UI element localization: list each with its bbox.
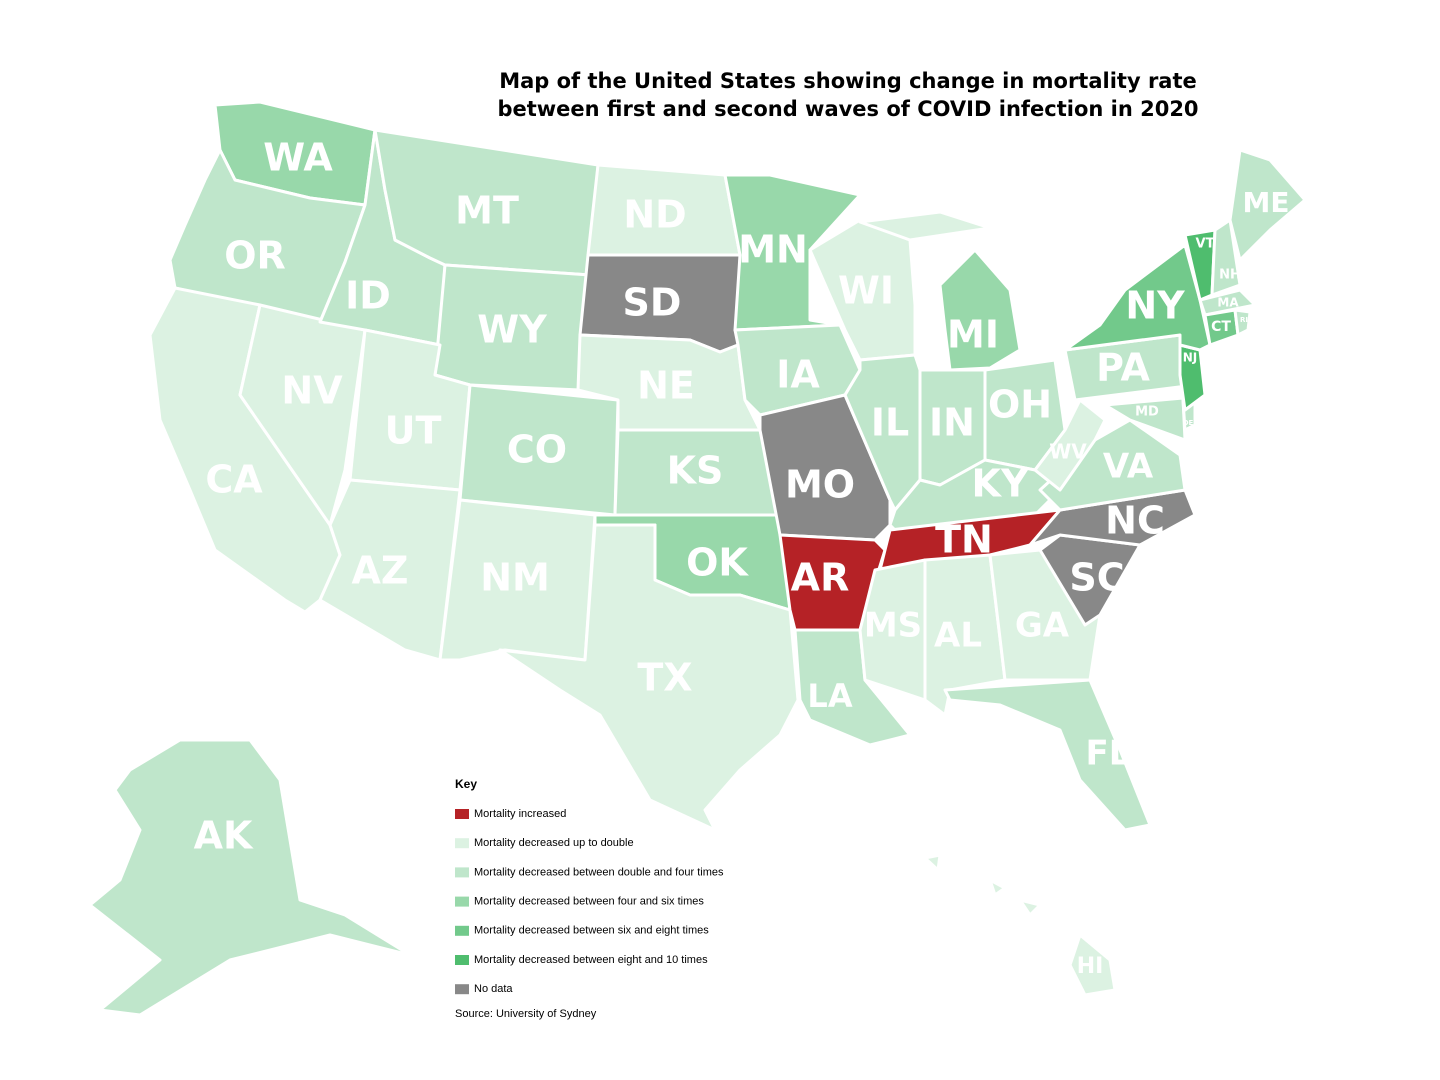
state-label: ND [623,193,686,237]
state-label: OH [988,383,1052,427]
states [88,100,1307,1017]
state-label: AR [791,556,850,600]
state-label: ME [1243,186,1290,219]
legend-swatch [455,896,469,907]
state [1233,308,1252,337]
state [988,878,1007,897]
state-label: LA [807,677,852,715]
state-label: MO [785,463,855,507]
state-label: AK [194,814,254,858]
legend-swatch [455,809,469,819]
state-label: FL [1086,734,1131,774]
state-label: MI [947,313,999,357]
state-label: KS [667,449,724,493]
legend-title: Key [455,777,477,791]
legend-swatch [455,984,469,995]
state [1103,396,1187,442]
state [498,523,800,832]
legend-label: No data [474,983,513,995]
state-label: MS [864,606,922,646]
legend-label: Mortality decreased up to double [474,837,634,849]
state-label: TN [935,518,993,562]
state-label: VT [1196,237,1215,252]
state-label: ID [345,274,391,318]
legend-label: Mortality decreased between double and f… [474,866,724,878]
state-label: IL [871,401,909,445]
state-label: DE [1183,419,1194,427]
state-label: AZ [352,549,409,593]
legend: Mortality increased Mortality decreased u… [455,808,724,995]
state-label: WY [477,308,547,352]
state-label: NH [1219,268,1241,283]
state-label: PA [1096,346,1150,390]
legend-swatch [455,838,469,849]
state [1033,398,1107,492]
state-label: WI [838,269,894,313]
state-label: OR [224,234,286,278]
state-label: IN [929,401,975,445]
state [1210,218,1242,297]
state-label: MA [1217,296,1239,310]
state-label: WA [263,136,333,180]
state-label: MT [455,189,519,233]
state-label: CO [507,428,567,472]
state-label: NM [480,556,550,600]
state-label: HI [1077,954,1104,979]
state-label: NC [1105,499,1165,543]
state-label: WV [1049,440,1087,464]
state-label: MD [1135,405,1159,420]
title-line: Map of the United States showing change … [499,69,1197,93]
state-label: NV [281,369,343,413]
state [888,458,1062,532]
legend-swatch [455,955,469,965]
state-label: CA [205,458,263,502]
state [1018,898,1042,917]
state-label: NE [637,364,695,408]
state [723,173,862,332]
state-label: MN [738,228,808,272]
title-line: between first and second waves of COVID … [497,97,1198,121]
state [1228,148,1307,262]
state [1198,288,1257,317]
state-label: OK [686,541,749,585]
state-label: CT [1211,319,1231,335]
legend-swatch [455,867,469,878]
state [988,548,1102,682]
state-label: UT [385,409,442,453]
state [943,678,1152,832]
state-label: TX [637,656,692,700]
state [923,853,942,872]
state [1068,933,1117,997]
state-label: VA [1103,447,1154,487]
legend-label: Mortality decreased between eight and 10… [474,954,708,966]
state-label: RI [1240,316,1248,324]
state-label: IA [776,353,820,397]
state-label: SC [1069,556,1124,600]
state-label: NJ [1183,351,1198,365]
state [88,738,412,1017]
state-label: GA [1015,606,1070,646]
state-label: NY [1125,284,1185,328]
legend-swatch [455,925,469,936]
state [576,333,762,432]
state-labels: WA OR CA NV ID MT WY UT CO AZ NM ND SD NE KS OK TX MN IA MO… [194,136,1290,980]
legend-label: Mortality decreased between four and six… [474,896,704,908]
state-label: KY [972,462,1029,506]
legend-label: Mortality increased [474,808,566,820]
state [858,210,992,242]
source: Source: University of Sydney [455,1008,597,1020]
state [878,508,1062,572]
state [938,248,1022,372]
state-label: SD [623,281,682,325]
legend-label: Mortality decreased between six and eigh… [474,925,709,937]
state-label: AL [934,616,982,656]
